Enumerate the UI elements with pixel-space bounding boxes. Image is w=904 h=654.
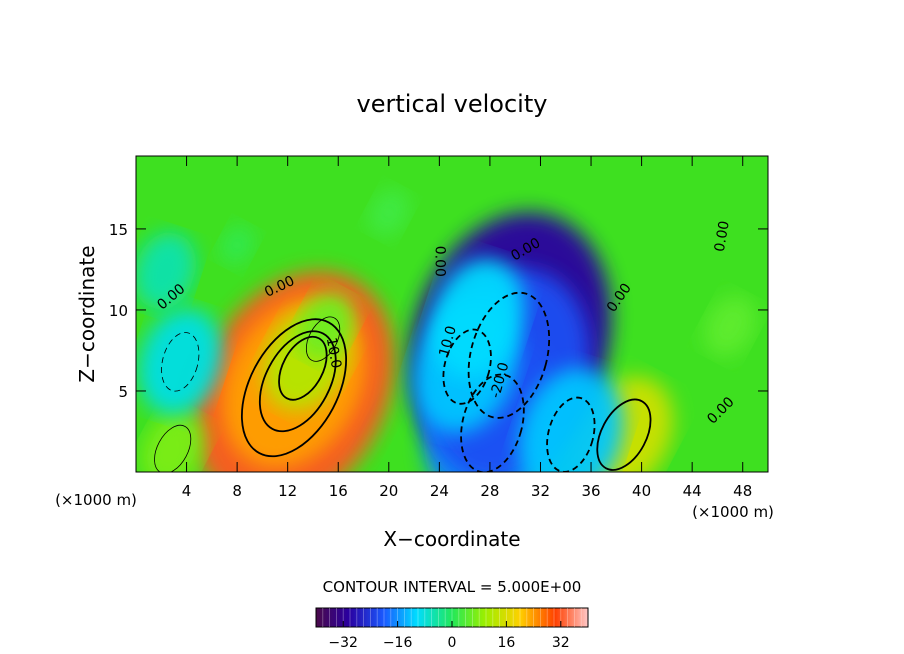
y-tick-label-0: 5 (118, 383, 128, 401)
colorbar-tick-label-0: −32 (328, 635, 358, 651)
x-unit-right: (×1000 m) (692, 503, 774, 521)
field-cell-3 (296, 291, 355, 361)
contour-label-4: 10.0 (436, 324, 460, 358)
contour-0 (240, 318, 348, 458)
x-axis-label: X−coordinate (383, 527, 520, 551)
x-tick-label-1: 8 (232, 482, 242, 500)
contour-9 (546, 396, 596, 472)
x-tick-label-8: 36 (581, 482, 600, 500)
plot-frame (135, 155, 769, 473)
x-tick-label-11: 48 (733, 482, 752, 500)
contour-label-2: 10.0 (323, 336, 344, 369)
contour-1 (258, 330, 337, 433)
field-cell-16 (219, 224, 255, 266)
contour-6 (467, 291, 551, 419)
colorbar: −32 −16 0 16 32 (315, 607, 589, 651)
contour-interval-label: CONTOUR INTERVAL = 5.000E+00 (323, 578, 582, 596)
y-tick-label-1: 10 (109, 302, 128, 320)
x-tick-label-9: 40 (632, 482, 651, 500)
colorbar-tick-label-2: 0 (448, 635, 457, 651)
contour-10 (161, 332, 200, 392)
field-cell-14 (703, 295, 757, 357)
x-tick-label-7: 32 (531, 482, 550, 500)
x-tick-label-3: 16 (329, 482, 348, 500)
contour-3 (305, 316, 341, 362)
x-axis: 4 8 12 16 20 24 28 32 36 40 44 48 (182, 156, 752, 500)
y-axis: 5 10 15 (109, 221, 768, 401)
x-tick-label-2: 12 (278, 482, 297, 500)
y-tick-label-2: 15 (109, 221, 128, 239)
field-cell-13 (136, 232, 196, 310)
x-tick-label-10: 44 (683, 482, 702, 500)
x-tick-label-0: 4 (182, 482, 192, 500)
field-cell-11 (518, 367, 624, 472)
field-cell-10 (430, 258, 525, 378)
x-tick-label-5: 24 (430, 482, 449, 500)
contour-4 (596, 398, 652, 471)
contour-2 (278, 335, 328, 401)
plot-area: 0.00 0.0010.00.0010.0-20.00.000.000.000.0… (136, 156, 768, 472)
x-tick-label-6: 28 (480, 482, 499, 500)
field-cell-15 (368, 188, 410, 237)
field-cell-12 (138, 308, 222, 415)
colorbar-tick-label-1: −16 (383, 635, 413, 651)
contour-label-8: 0.00 (712, 220, 733, 253)
contour-8 (442, 328, 492, 405)
contour-5 (154, 424, 192, 472)
contour-label-3: 0.00 (432, 246, 448, 277)
y-axis-label: Z−coordinate (75, 245, 99, 382)
chart-title: vertical velocity (357, 90, 548, 118)
colorbar-tick-label-4: 32 (552, 635, 570, 651)
x-tick-label-4: 20 (379, 482, 398, 500)
x-unit-left: (×1000 m) (55, 491, 137, 509)
colorbar-ticks: −32 −16 0 16 32 (328, 621, 570, 651)
colorbar-tick-label-3: 16 (497, 635, 515, 651)
